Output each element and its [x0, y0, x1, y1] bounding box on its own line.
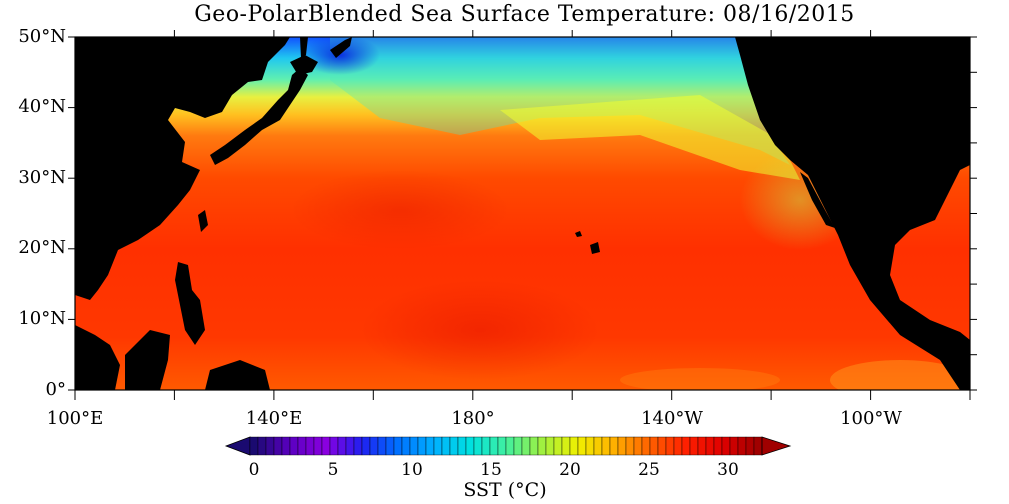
colorbar-segment: [721, 436, 731, 456]
colorbar-segment: [257, 436, 267, 456]
colorbar-segment: [465, 436, 475, 456]
lon-label-180: 180°: [451, 408, 495, 429]
colorbar-label-0: 0: [248, 460, 260, 480]
colorbar-segment: [545, 436, 555, 456]
colorbar-min-arrow: [224, 436, 251, 456]
colorbar-segment: [561, 436, 571, 456]
colorbar-segment: [297, 436, 307, 456]
colorbar-segment: [593, 436, 603, 456]
colorbar-segment: [305, 436, 315, 456]
colorbar-segment: [401, 436, 411, 456]
colorbar-segment: [553, 436, 563, 456]
colorbar-segment: [313, 436, 323, 456]
colorbar-segment: [329, 436, 339, 456]
colorbar-segment: [537, 436, 547, 456]
lat-label-10n: 10°N: [18, 308, 66, 329]
colorbar-segment: [473, 436, 483, 456]
colorbar-segment: [513, 436, 523, 456]
colorbar-segment: [609, 436, 619, 456]
colorbar-segment: [481, 436, 491, 456]
lon-label-140e: 140°E: [245, 408, 303, 429]
colorbar-segment: [753, 436, 763, 456]
colorbar-segment: [345, 436, 355, 456]
colorbar-segment: [697, 436, 707, 456]
colorbar-max-arrow: [761, 436, 792, 456]
colorbar-segment: [617, 436, 627, 456]
colorbar-segment: [265, 436, 275, 456]
colorbar: [224, 436, 792, 456]
colorbar-segment: [577, 436, 587, 456]
colorbar-title: SST (°C): [463, 479, 547, 501]
colorbar-segment: [657, 436, 667, 456]
colorbar-label-30: 30: [717, 460, 739, 480]
colorbar-segment: [625, 436, 635, 456]
colorbar-segment: [649, 436, 659, 456]
colorbar-segment: [745, 436, 755, 456]
colorbar-segment: [673, 436, 683, 456]
lon-label-100e: 100°E: [46, 408, 104, 429]
colorbar-segment: [281, 436, 291, 456]
colorbar-segment: [457, 436, 467, 456]
colorbar-segment: [601, 436, 611, 456]
colorbar-segment: [521, 436, 531, 456]
colorbar-segment: [393, 436, 403, 456]
colorbar-segment: [361, 436, 371, 456]
lat-label-0: 0°: [45, 379, 66, 400]
colorbar-segment: [497, 436, 507, 456]
colorbar-segment: [705, 436, 715, 456]
colorbar-label-15: 15: [480, 460, 502, 480]
colorbar-segment: [633, 436, 643, 456]
colorbar-segment: [441, 436, 451, 456]
colorbar-segment: [425, 436, 435, 456]
lon-label-100w: 100°W: [840, 408, 902, 429]
colorbar-segment: [713, 436, 723, 456]
colorbar-segment: [681, 436, 691, 456]
colorbar-segment: [289, 436, 299, 456]
lat-label-50n: 50°N: [18, 26, 66, 47]
colorbar-segment: [321, 436, 331, 456]
colorbar-segment: [433, 436, 443, 456]
colorbar-segment: [273, 436, 283, 456]
colorbar-segment: [505, 436, 515, 456]
colorbar-segment: [417, 436, 427, 456]
colorbar-segment: [665, 436, 675, 456]
lat-label-20n: 20°N: [18, 237, 66, 258]
colorbar-segment: [641, 436, 651, 456]
lat-label-30n: 30°N: [18, 167, 66, 188]
colorbar-segment: [409, 436, 419, 456]
colorbar-label-25: 25: [638, 460, 660, 480]
colorbar-segment: [489, 436, 499, 456]
map-title: Geo-PolarBlended Sea Surface Temperature…: [194, 2, 855, 27]
colorbar-segment: [569, 436, 579, 456]
colorbar-segment: [689, 436, 699, 456]
lat-ticks: [68, 36, 977, 391]
colorbar-segment: [729, 436, 739, 456]
colorbar-label-20: 20: [559, 460, 581, 480]
colorbar-segment: [385, 436, 395, 456]
land-masses: [75, 37, 970, 390]
colorbar-segment: [529, 436, 539, 456]
colorbar-segment: [585, 436, 595, 456]
colorbar-segment: [337, 436, 347, 456]
colorbar-label-5: 5: [327, 460, 339, 480]
colorbar-segment: [449, 436, 459, 456]
lon-label-140w: 140°W: [641, 408, 703, 429]
colorbar-segment: [249, 436, 259, 456]
lon-ticks: [74, 30, 971, 400]
colorbar-segment: [377, 436, 387, 456]
colorbar-segment: [737, 436, 747, 456]
colorbar-segment: [369, 436, 379, 456]
colorbar-segment: [353, 436, 363, 456]
lat-label-40n: 40°N: [18, 96, 66, 117]
colorbar-label-10: 10: [401, 460, 423, 480]
